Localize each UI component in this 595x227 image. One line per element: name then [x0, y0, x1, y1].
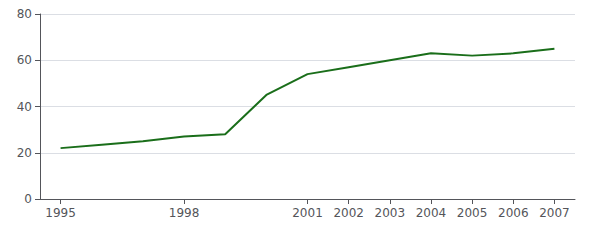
svg-text:2001: 2001 — [292, 206, 323, 220]
svg-text:2002: 2002 — [333, 206, 364, 220]
svg-text:2006: 2006 — [498, 206, 529, 220]
svg-text:2004: 2004 — [416, 206, 447, 220]
svg-text:0: 0 — [24, 192, 32, 206]
svg-text:60: 60 — [17, 53, 32, 67]
svg-text:2005: 2005 — [457, 206, 488, 220]
svg-text:1998: 1998 — [169, 206, 200, 220]
svg-text:20: 20 — [17, 146, 32, 160]
svg-text:80: 80 — [17, 7, 32, 21]
svg-text:1995: 1995 — [45, 206, 76, 220]
svg-text:40: 40 — [17, 100, 32, 114]
svg-text:2007: 2007 — [539, 206, 570, 220]
svg-text:2003: 2003 — [375, 206, 406, 220]
